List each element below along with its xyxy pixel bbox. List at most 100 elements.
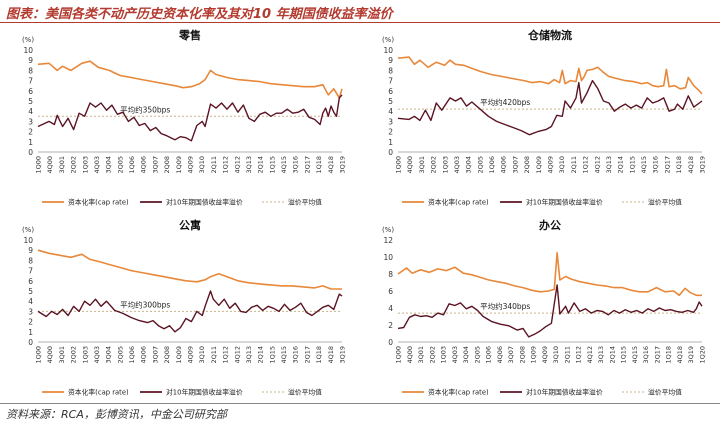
x-tick-label: 1Q03 <box>81 156 89 174</box>
x-tick-label: 3Q19 <box>699 156 707 174</box>
x-tick-label: 2Q17 <box>303 156 311 174</box>
legend-label: 资本化率(cap rate) <box>68 388 129 397</box>
x-tick-label: 2Q05 <box>116 156 124 174</box>
x-tick-label: 4Q12 <box>233 156 241 174</box>
y-tick-label: 9 <box>28 246 33 255</box>
x-tick-label: 4Q18 <box>676 346 684 364</box>
y-axis-unit: (%) <box>382 226 394 234</box>
x-tick-label: 2Q05 <box>116 346 124 364</box>
legend-item: 对10年期国债收益率溢价 <box>500 198 603 207</box>
chart-panel-retail: 零售 (%) 0 1 2 3 4 5 6 7 8 9 10 1Q00 4Q00 3Q01 2Q02 1Q03 4Q0… <box>0 26 360 214</box>
y-tick-label: 1 <box>28 328 33 337</box>
x-tick-label: 4Q09 <box>187 156 195 174</box>
x-tick-label: 2Q08 <box>163 346 171 364</box>
y-tick-label: 4 <box>388 107 393 116</box>
x-tick-label: 1Q06 <box>128 346 136 364</box>
x-tick-label: 4Q00 <box>46 346 54 364</box>
x-tick-label: 1Q00 <box>35 346 43 364</box>
x-tick-label: 3Q13 <box>245 156 253 174</box>
y-tick-label: 10 <box>23 46 33 55</box>
y-tick-label: 2 <box>388 321 393 330</box>
x-tick-label: 2Q08 <box>163 156 171 174</box>
chart-panel-office: 办公 (%) 0 2 4 6 8 10 12 1Q00 4Q00 3Q01 2Q02 1Q03 4Q03 3Q… <box>360 216 720 404</box>
x-tick-label: 3Q13 <box>245 346 253 364</box>
x-tick-label: 1Q09 <box>535 156 543 174</box>
x-tick-label: 1Q03 <box>441 156 449 174</box>
y-tick-label: 4 <box>28 297 33 306</box>
x-tick-label: 1Q06 <box>488 156 496 174</box>
spread-line <box>37 290 343 333</box>
x-tick-label: 4Q09 <box>547 156 555 174</box>
x-tick-label: 3Q01 <box>58 346 66 364</box>
legend-label: 对10年期国债收益率溢价 <box>526 198 603 207</box>
x-tick-label: 1Q20 <box>699 346 707 364</box>
x-tick-label: 3Q10 <box>558 156 566 174</box>
y-tick-label: 7 <box>388 77 393 86</box>
y-tick-label: 2 <box>28 318 33 327</box>
x-tick-label: 1Q12 <box>222 346 230 364</box>
x-tick-label: 3Q07 <box>507 346 515 364</box>
x-tick-label: 1Q06 <box>128 156 136 174</box>
y-tick-label: 2 <box>28 128 33 137</box>
x-tick-label: 2Q11 <box>210 346 218 364</box>
average-annotation: 平均约340bps <box>480 301 530 311</box>
y-tick-label: 7 <box>28 77 33 86</box>
legend-item: 溢价平均值 <box>262 198 322 207</box>
chart-panel-industrial: 仓储物流 (%) 0 1 2 3 4 5 6 7 8 9 10 1Q00 4Q00 3Q01 2Q02 1Q03 4… <box>360 26 720 214</box>
legend-item: 对10年期国债收益率溢价 <box>140 388 243 397</box>
cap-rate-line <box>37 249 342 290</box>
x-tick-label: 3Q19 <box>339 156 347 174</box>
x-tick-label: 3Q07 <box>511 156 519 174</box>
x-tick-label: 4Q15 <box>640 156 648 174</box>
average-annotation: 平均约420bps <box>480 97 530 107</box>
legend-label: 对10年期国债收益率溢价 <box>166 198 243 207</box>
y-tick-label: 6 <box>388 87 393 96</box>
x-tick-label: 1Q15 <box>620 346 628 364</box>
x-tick-label: 1Q00 <box>395 346 403 364</box>
x-tick-label: 4Q09 <box>187 346 195 364</box>
cap-rate-line <box>397 252 702 297</box>
y-tick-label: 0 <box>28 148 33 157</box>
y-tick-label: 0 <box>388 148 393 157</box>
x-tick-label: 2Q11 <box>563 346 571 364</box>
x-tick-label: 3Q16 <box>642 346 650 364</box>
x-tick-label: 3Q13 <box>597 346 605 364</box>
x-tick-label: 4Q09 <box>541 346 549 364</box>
chart-title: 公寓 <box>179 218 201 232</box>
legend-item: 对10年期国债收益率溢价 <box>140 198 243 207</box>
legend-label: 资本化率(cap rate) <box>428 388 489 397</box>
y-tick-label: 1 <box>28 138 33 147</box>
x-tick-label: 1Q18 <box>315 346 323 364</box>
x-tick-label: 1Q12 <box>582 156 590 174</box>
spread-line <box>397 79 703 136</box>
x-tick-label: 1Q09 <box>530 346 538 364</box>
x-tick-label: 3Q16 <box>292 346 300 364</box>
y-tick-label: 6 <box>28 87 33 96</box>
y-tick-label: 6 <box>388 287 393 296</box>
y-tick-label: 10 <box>23 236 33 245</box>
x-tick-label: 2Q11 <box>210 156 218 174</box>
legend-item: 资本化率(cap rate) <box>402 198 489 207</box>
x-tick-label: 2Q14 <box>608 346 616 364</box>
x-tick-label: 4Q06 <box>496 346 504 364</box>
x-tick-label: 3Q19 <box>339 346 347 364</box>
average-annotation: 平均约350bps <box>120 104 170 114</box>
x-tick-label: 2Q02 <box>70 156 78 174</box>
x-tick-label: 3Q04 <box>462 346 470 364</box>
x-tick-label: 2Q17 <box>663 156 671 174</box>
y-tick-label: 6 <box>28 277 33 286</box>
x-tick-label: 1Q06 <box>485 346 493 364</box>
x-tick-label: 4Q03 <box>453 156 461 174</box>
x-tick-label: 1Q18 <box>665 346 673 364</box>
y-tick-label: 3 <box>388 117 393 126</box>
spread-line <box>37 94 343 142</box>
x-tick-label: 2Q11 <box>570 156 578 174</box>
y-tick-label: 8 <box>28 256 33 265</box>
x-tick-label: 4Q18 <box>687 156 695 174</box>
x-tick-label: 3Q19 <box>687 346 695 364</box>
legend-label: 溢价平均值 <box>288 388 322 397</box>
x-tick-label: 1Q18 <box>675 156 683 174</box>
x-tick-label: 4Q15 <box>631 346 639 364</box>
